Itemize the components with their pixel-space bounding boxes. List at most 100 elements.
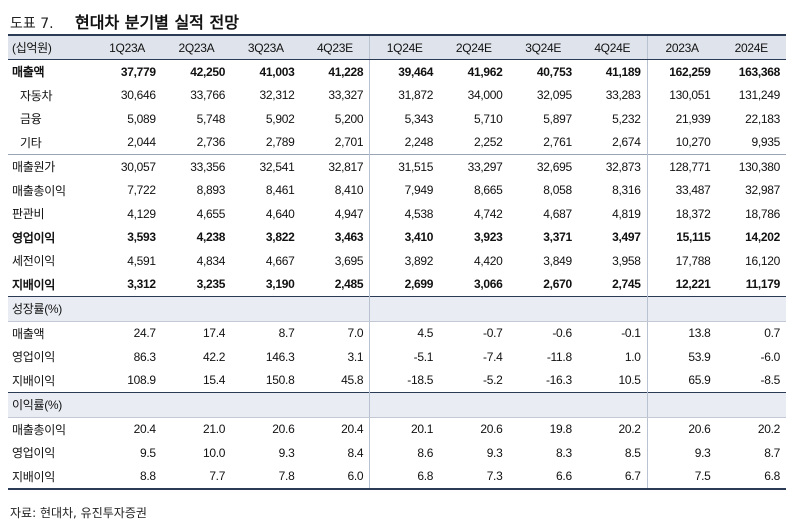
table-cell: 8.3 xyxy=(556,445,572,460)
table-cell: 33,766 xyxy=(190,88,226,103)
table-cell: 7.0 xyxy=(347,326,364,341)
row-label: 지배이익 xyxy=(12,277,55,292)
table-cell: 33,327 xyxy=(328,88,364,103)
table-cell: 18,372 xyxy=(646,202,717,226)
row-label: 금융 xyxy=(20,112,42,127)
section-cell xyxy=(646,392,717,418)
table-cell: 4,655 xyxy=(196,206,226,221)
table-cell: 8,316 xyxy=(612,183,641,198)
table-cell: 8.5 xyxy=(624,445,641,460)
table-cell: 30,646 xyxy=(120,88,156,103)
table-cell: 31,872 xyxy=(369,83,440,107)
table-cell: 3.1 xyxy=(347,349,364,364)
table-cell: 4,538 xyxy=(369,202,440,226)
table-cell: 7,949 xyxy=(369,178,440,202)
section-cell xyxy=(439,392,509,418)
table-cell: 163,368 xyxy=(738,64,781,79)
table-row: 영업이익 9.5 10.0 9.3 8.4 8.6 9.3 8.3 8.5 9.3 8.7 xyxy=(8,441,786,465)
section-cell xyxy=(716,296,786,322)
table-cell: 4,819 xyxy=(612,206,641,221)
section-cell xyxy=(577,296,648,322)
section-cell xyxy=(508,296,578,322)
table-row: 매출액 24.7 17.4 8.7 7.0 4.5 -0.7 -0.6 -0.1 13.8 0.7 xyxy=(8,321,786,345)
row-label: 판관비 xyxy=(12,207,45,222)
table-cell: 4,640 xyxy=(265,206,295,221)
table-cell: 8.7 xyxy=(764,445,780,460)
table-cell: 2,789 xyxy=(265,135,295,150)
table-cell: 2,761 xyxy=(543,135,572,150)
table-cell: 8,410 xyxy=(334,183,364,198)
table-cell: 53.9 xyxy=(646,345,717,369)
table-cell: 9,935 xyxy=(751,135,780,150)
table-cell: 15,115 xyxy=(646,225,717,249)
table-cell: 108.9 xyxy=(127,373,156,388)
table-cell: 8,058 xyxy=(543,183,572,198)
row-label: 지배이익 xyxy=(8,464,93,490)
table-cell: 2,745 xyxy=(612,277,641,292)
table-cell: 3,463 xyxy=(334,230,364,245)
row-label: 세전이익 xyxy=(12,254,55,269)
table-cell: 45.8 xyxy=(341,373,364,388)
table-cell: 7.5 xyxy=(646,464,717,490)
table-cell: 24.7 xyxy=(133,326,156,341)
figure-title: 현대차 분기별 실적 전망 xyxy=(75,13,239,32)
table-cell: 13.8 xyxy=(646,321,717,345)
table-cell: 32,312 xyxy=(259,88,295,103)
table-cell: 130,051 xyxy=(646,83,717,107)
section-label: 성장률(%) xyxy=(8,296,93,322)
table-cell: 2,674 xyxy=(612,135,641,150)
table-cell: 9.3 xyxy=(278,445,295,460)
table-cell: 3,497 xyxy=(612,230,641,245)
table-body: 매출액 37,779 42,250 41,003 41,228 39,464 41,962 4… xyxy=(8,59,786,490)
table-cell: 21,939 xyxy=(646,107,717,131)
table-cell: 8,665 xyxy=(473,183,503,198)
table-cell: 4,129 xyxy=(127,206,156,221)
table-cell: 8.4 xyxy=(347,445,364,460)
table-cell: 17,788 xyxy=(646,249,717,273)
table-cell: -5.2 xyxy=(483,373,503,388)
table-cell: -18.5 xyxy=(369,368,440,393)
table-cell: 131,249 xyxy=(738,88,781,103)
table-cell: 10.5 xyxy=(618,373,641,388)
section-cell xyxy=(231,296,301,322)
growth-section-header: 성장률(%) xyxy=(8,296,786,322)
table-cell: 32,095 xyxy=(536,88,572,103)
table-cell: 4,742 xyxy=(473,206,503,221)
table-cell: 20.2 xyxy=(618,422,641,437)
table-row: 금융 5,089 5,748 5,902 5,200 5,343 5,710 5,897 5,2… xyxy=(8,107,786,131)
table-cell: 3,822 xyxy=(265,230,295,245)
table-cell: 22,183 xyxy=(745,111,780,126)
column-header: 2Q24E xyxy=(439,34,509,60)
table-cell: 2,736 xyxy=(196,135,226,150)
header-row: (십억원) 1Q23A 2Q23A 3Q23A 4Q23E 1Q24E 2Q24… xyxy=(8,34,786,60)
table-cell: 5,232 xyxy=(612,111,641,126)
table-cell: 7,722 xyxy=(127,183,156,198)
table-cell: 3,593 xyxy=(127,230,156,245)
table-cell: 20.2 xyxy=(757,422,780,437)
section-cell xyxy=(716,392,786,418)
row-label: 매출원가 xyxy=(8,154,93,179)
table-cell: 42,250 xyxy=(190,64,226,79)
table-cell: 19.8 xyxy=(549,422,572,437)
row-label: 기타 xyxy=(20,135,42,150)
table-cell: 17.4 xyxy=(202,326,226,341)
table-cell: -11.8 xyxy=(546,349,572,364)
row-label: 매출액 xyxy=(12,65,45,80)
column-header: 2024E xyxy=(716,34,786,60)
table-cell: 5,710 xyxy=(473,111,503,126)
figure-title-bar: 도표 7. 현대차 분기별 실적 전망 xyxy=(10,9,239,32)
table-cell: -6.0 xyxy=(760,349,781,364)
table-cell: 9.3 xyxy=(486,445,503,460)
table-cell: 32,541 xyxy=(231,154,301,179)
table-cell: -0.7 xyxy=(483,326,503,341)
table-cell: 32,987 xyxy=(745,183,780,198)
column-header: 4Q24E xyxy=(577,34,648,60)
section-cell xyxy=(161,296,232,322)
section-cell xyxy=(369,392,440,418)
table-cell: 2,699 xyxy=(369,272,440,297)
table-cell: 20.4 xyxy=(133,422,156,437)
table-cell: 10,270 xyxy=(646,130,717,155)
table-cell: 33,356 xyxy=(161,154,232,179)
row-label: 매출총이익 xyxy=(12,183,66,198)
table-cell: -8.5 xyxy=(760,373,781,388)
